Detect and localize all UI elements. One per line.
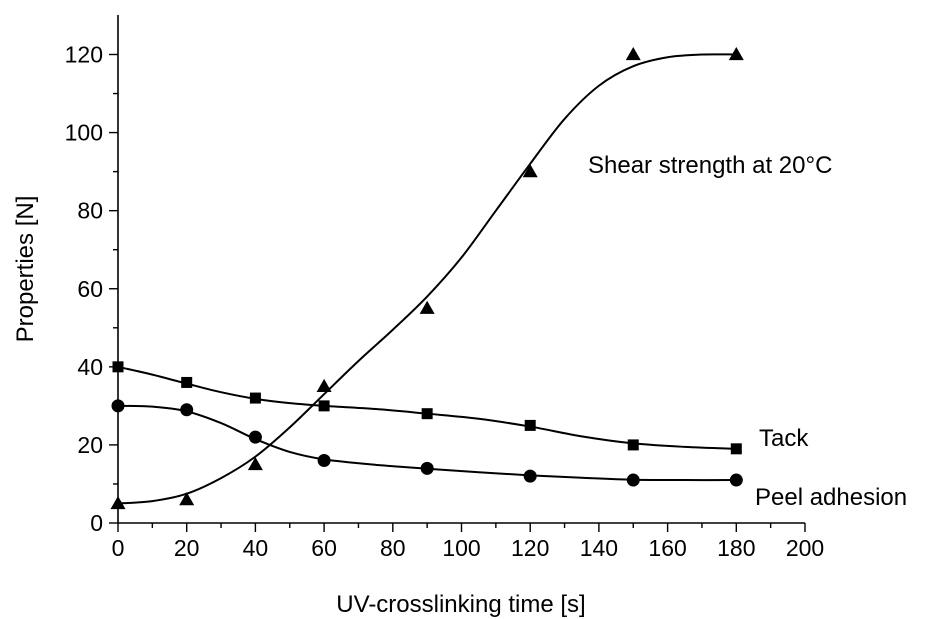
y-tick-label: 40 xyxy=(77,354,103,380)
series-lines xyxy=(117,53,737,505)
peel-adhesion-point xyxy=(729,473,743,487)
peel-adhesion-point xyxy=(420,461,434,475)
y-tick-label: 120 xyxy=(65,42,103,68)
shear-strength-curve xyxy=(117,53,737,505)
series-label-tack: Tack xyxy=(759,425,809,452)
tack-point xyxy=(249,392,261,404)
y-tick-label: 100 xyxy=(65,120,103,146)
x-tick-label: 40 xyxy=(243,535,269,561)
x-tick-label: 20 xyxy=(174,535,200,561)
peel-adhesion-curve xyxy=(117,404,737,482)
x-tick-label: 0 xyxy=(112,535,125,561)
series-label-peel: Peel adhesion xyxy=(755,484,907,511)
shear-strength-point xyxy=(522,164,538,178)
tack-point xyxy=(627,439,639,451)
peel-adhesion-point xyxy=(111,399,125,413)
x-axis-title: UV-crosslinking time [s] xyxy=(336,591,585,618)
x-tick-label: 60 xyxy=(311,535,337,561)
peel-adhesion-point xyxy=(523,469,537,483)
peel-adhesion-point xyxy=(626,473,640,487)
x-tick-label: 200 xyxy=(786,535,824,561)
tack-point xyxy=(318,400,330,412)
shear-strength-point xyxy=(247,456,263,471)
x-tick-label: 100 xyxy=(442,535,480,561)
y-tick-label: 20 xyxy=(77,432,103,458)
data-markers xyxy=(110,47,744,510)
x-ticks: 0 20 40 60 80 100 120 140 160 180 200 xyxy=(112,523,824,561)
tack-point xyxy=(524,419,536,431)
x-tick-label: 160 xyxy=(648,535,686,561)
shear-strength-point xyxy=(625,47,641,61)
tack-point xyxy=(421,408,433,420)
shear-strength-point xyxy=(316,378,332,392)
x-tick-label: 120 xyxy=(511,535,549,561)
tack-point xyxy=(730,443,742,455)
shear-strength-point xyxy=(179,492,195,506)
tack-point xyxy=(181,376,193,388)
tack-point xyxy=(112,361,124,373)
peel-adhesion-point xyxy=(180,403,194,417)
y-ticks: 0 20 40 60 80 100 120 xyxy=(65,42,118,536)
peel-adhesion-point xyxy=(248,430,262,444)
y-tick-label: 60 xyxy=(77,276,103,302)
y-tick-label: 80 xyxy=(77,198,103,224)
tack-curve xyxy=(117,365,737,450)
x-tick-label: 180 xyxy=(717,535,755,561)
x-tick-label: 140 xyxy=(580,535,618,561)
shear-strength-point xyxy=(110,495,126,510)
x-tick-label: 80 xyxy=(380,535,406,561)
y-axis-title: Properties [N] xyxy=(12,196,39,343)
peel-adhesion-point xyxy=(317,454,331,468)
y-tick-label: 0 xyxy=(90,510,103,536)
series-label-shear: Shear strength at 20°C xyxy=(588,152,832,179)
shear-strength-point xyxy=(728,47,744,61)
shear-strength-point xyxy=(419,300,435,314)
